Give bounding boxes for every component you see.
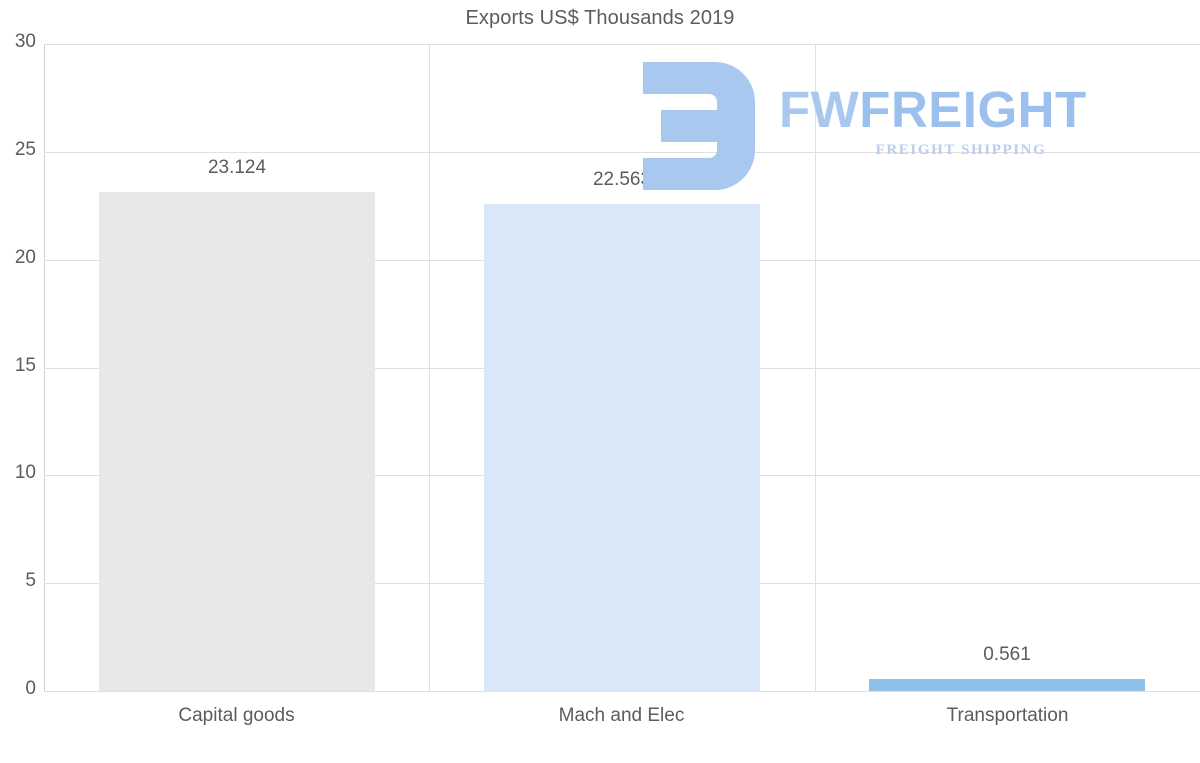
gridline-x-2 [815,44,816,691]
bar-value-label-capital-goods: 23.124 [207,157,267,178]
gridline-y-0 [44,691,1200,692]
y-tick-label-15: 15 [14,354,36,376]
y-tick-label-25: 25 [14,138,36,160]
bar-capital-goods[interactable] [99,192,375,691]
gridline-y-25 [44,152,1200,153]
y-tick-label-10: 10 [14,462,36,484]
plot-area [44,44,1200,692]
x-tick-label-transportation: Transportation [946,705,1069,726]
x-tick-label-capital-goods: Capital goods [178,705,295,726]
y-tick-label-30: 30 [14,31,36,52]
bar-value-label-transportation: 0.561 [983,644,1031,665]
y-tick-label-20: 20 [14,246,36,268]
bar-value-label-mach-and-elec: 22.563 [592,169,652,190]
gridline-y-30 [44,44,1200,45]
chart-title: Exports US$ Thousands 2019 [465,7,735,29]
y-tick-label-5: 5 [25,570,36,592]
gridline-x-1 [429,44,430,691]
y-tick-label-0: 0 [25,678,36,699]
bar-transportation[interactable] [869,679,1145,691]
x-tick-label-mach-and-elec: Mach and Elec [558,705,685,726]
bar-mach-and-elec[interactable] [484,204,760,691]
